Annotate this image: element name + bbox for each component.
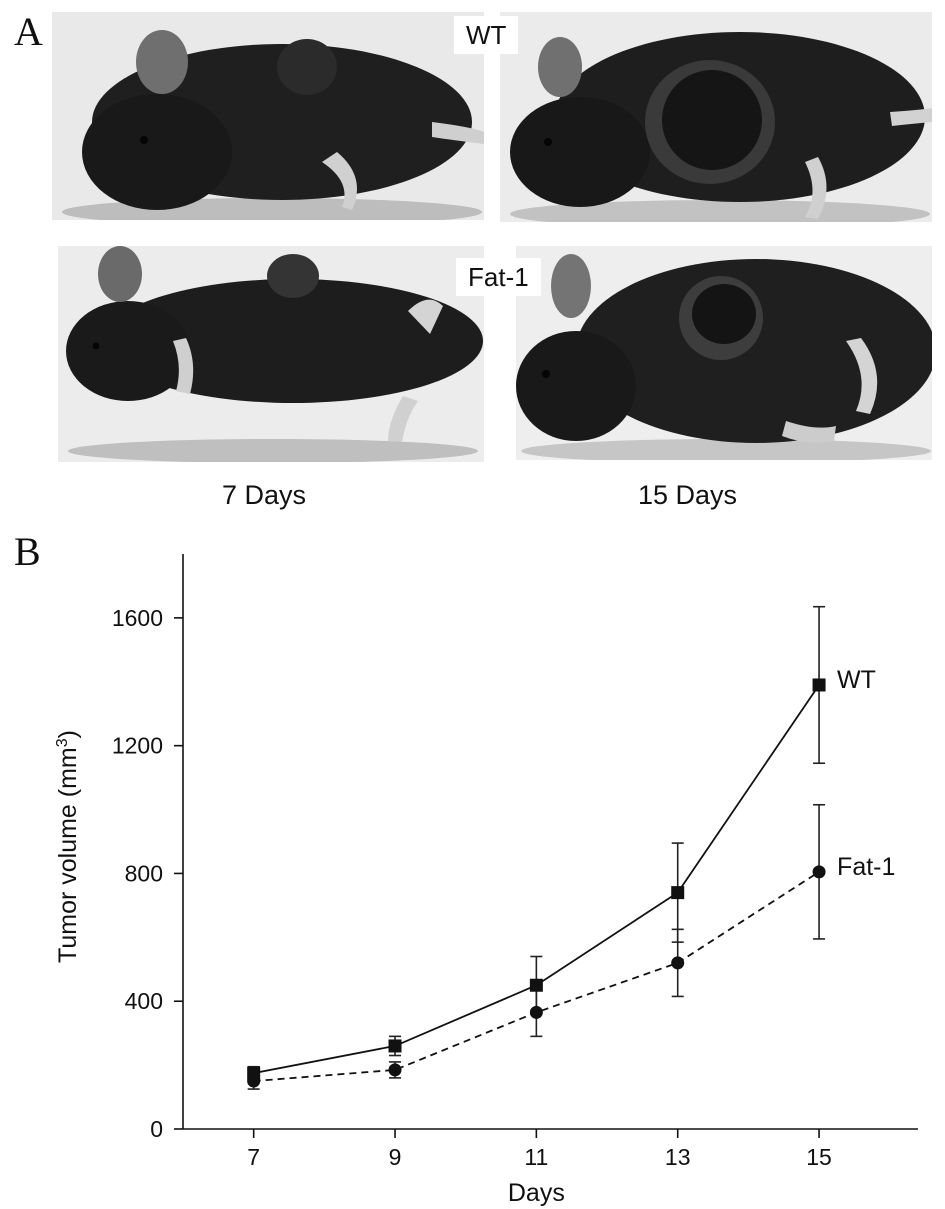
- data-point-fat-1: [529, 1005, 543, 1019]
- y-tick-label: 1600: [112, 605, 163, 631]
- data-point-wt: [388, 1039, 402, 1053]
- y-axis-label: Tumor volume (mm3): [54, 730, 82, 963]
- x-tick-label: 15: [806, 1144, 832, 1170]
- chart-axes: 0 400 800 1200 1600 7 9 11 13 15: [112, 554, 918, 1170]
- y-tick-label: 400: [125, 988, 163, 1014]
- data-point-wt: [529, 978, 543, 992]
- photo-wt-15-days: [500, 12, 932, 222]
- panel-b-letter: B: [14, 529, 41, 574]
- photo-fat1-15-days: [516, 246, 932, 460]
- group-label-wt: WT: [454, 16, 519, 54]
- series-label-fat-1: Fat-1: [837, 853, 895, 881]
- x-tick-label: 9: [389, 1144, 402, 1170]
- x-tick-label: 11: [524, 1144, 548, 1170]
- x-tick-label: 13: [665, 1144, 691, 1170]
- data-point-fat-1: [247, 1074, 261, 1088]
- chart-markers: [247, 678, 826, 1088]
- time-label-15-days: 15 Days: [638, 480, 738, 510]
- data-point-fat-1: [671, 956, 685, 970]
- y-tick-label: 0: [150, 1116, 163, 1142]
- data-point-fat-1: [388, 1063, 402, 1077]
- time-label-7-days: 7 Days: [222, 480, 307, 510]
- photo-fat1-7-days: [58, 246, 484, 462]
- data-point-fat-1: [812, 865, 826, 879]
- chart-labels: Days Tumor volume (mm3) WT Fat-1: [54, 666, 895, 1207]
- tumor-volume-chart: 0 400 800 1200 1600 7 9 11 13 15 Days Tumor volume…: [54, 554, 918, 1207]
- data-point-wt: [812, 678, 826, 692]
- y-tick-label: 800: [125, 860, 163, 886]
- series-label-wt: WT: [837, 666, 876, 694]
- y-tick-label: 1200: [112, 733, 163, 759]
- x-axis-label: Days: [508, 1179, 565, 1207]
- group-label-fat1: Fat-1: [456, 258, 541, 296]
- data-point-wt: [671, 886, 685, 900]
- panel-a-letter: A: [14, 9, 43, 54]
- photo-wt-7-days: [52, 12, 484, 220]
- x-tick-label: 7: [247, 1144, 260, 1170]
